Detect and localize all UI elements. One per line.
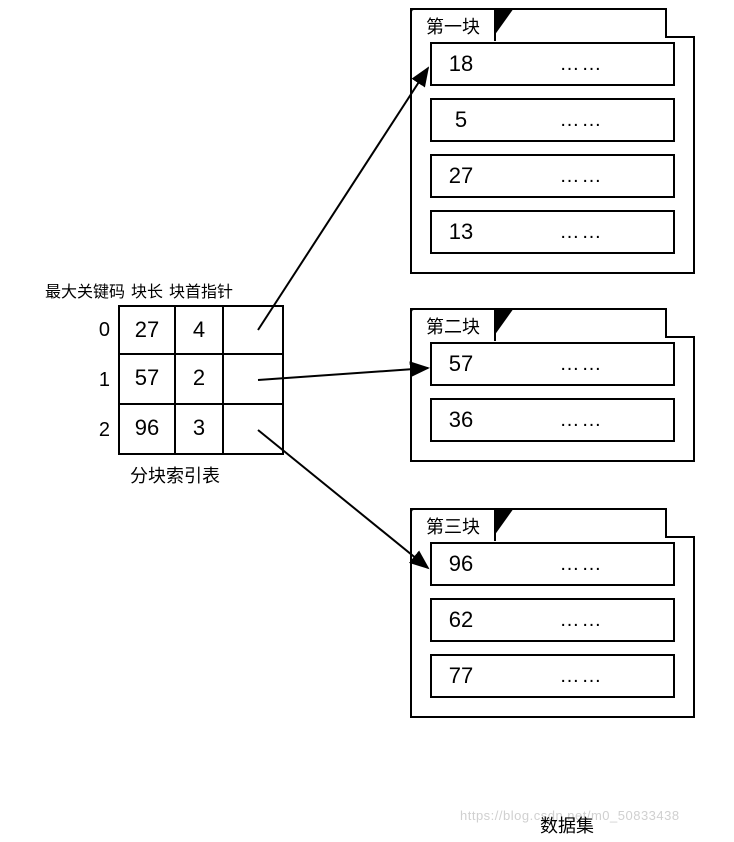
index-cell-ptr [222, 355, 284, 405]
index-cell-len: 2 [174, 355, 224, 405]
data-key: 13 [432, 219, 490, 245]
folded-corner-icon [665, 308, 695, 338]
index-row: 1 57 2 [90, 355, 284, 405]
index-row: 2 96 3 [90, 405, 284, 455]
data-rest: …… [490, 409, 673, 432]
index-cell-key: 27 [118, 305, 176, 355]
data-block: 第三块96……62……77…… [410, 508, 695, 718]
index-cell-key: 57 [118, 355, 176, 405]
data-key: 96 [432, 551, 490, 577]
data-row: 13…… [430, 210, 675, 254]
index-cell-ptr [222, 405, 284, 455]
block-tab: 第一块 [410, 8, 496, 41]
folded-corner-icon [665, 8, 695, 38]
data-rest: …… [490, 221, 673, 244]
dataset-caption: 数据集 [540, 812, 594, 838]
header-ptr: 块首指针 [169, 278, 233, 302]
data-rest: …… [490, 609, 673, 632]
diagram-canvas: { "colors": { "stroke": "#000000", "back… [0, 0, 734, 842]
block-tab: 第二块 [410, 308, 496, 341]
data-rest: …… [490, 665, 673, 688]
index-caption: 分块索引表 [130, 462, 220, 488]
header-key: 最大关键码 [45, 278, 125, 302]
index-row-label: 2 [90, 405, 120, 455]
index-cell-key: 96 [118, 405, 176, 455]
data-key: 77 [432, 663, 490, 689]
folded-corner-icon [665, 508, 695, 538]
data-rest: …… [490, 109, 673, 132]
index-headers: 最大关键码 块长 块首指针 [45, 278, 233, 302]
index-row-label: 1 [90, 355, 120, 405]
data-key: 36 [432, 407, 490, 433]
data-rest: …… [490, 53, 673, 76]
index-cell-ptr [222, 305, 284, 355]
index-cell-len: 3 [174, 405, 224, 455]
block-tab: 第三块 [410, 508, 496, 541]
data-row: 62…… [430, 598, 675, 642]
data-key: 57 [432, 351, 490, 377]
data-rest: …… [490, 553, 673, 576]
data-rest: …… [490, 165, 673, 188]
index-cell-len: 4 [174, 305, 224, 355]
header-len: 块长 [131, 278, 163, 302]
data-row: 57…… [430, 342, 675, 386]
data-rest: …… [490, 353, 673, 376]
data-key: 18 [432, 51, 490, 77]
data-block: 第一块18……5……27……13…… [410, 8, 695, 274]
data-key: 5 [432, 107, 490, 133]
data-block: 第二块57……36…… [410, 308, 695, 462]
index-row-label: 0 [90, 305, 120, 355]
data-key: 27 [432, 163, 490, 189]
data-row: 5…… [430, 98, 675, 142]
index-table: 0 27 4 1 57 2 2 96 3 [90, 305, 284, 455]
index-row: 0 27 4 [90, 305, 284, 355]
data-row: 18…… [430, 42, 675, 86]
data-row: 27…… [430, 154, 675, 198]
pointer-arrow [258, 68, 428, 330]
data-row: 77…… [430, 654, 675, 698]
data-row: 96…… [430, 542, 675, 586]
data-row: 36…… [430, 398, 675, 442]
data-key: 62 [432, 607, 490, 633]
